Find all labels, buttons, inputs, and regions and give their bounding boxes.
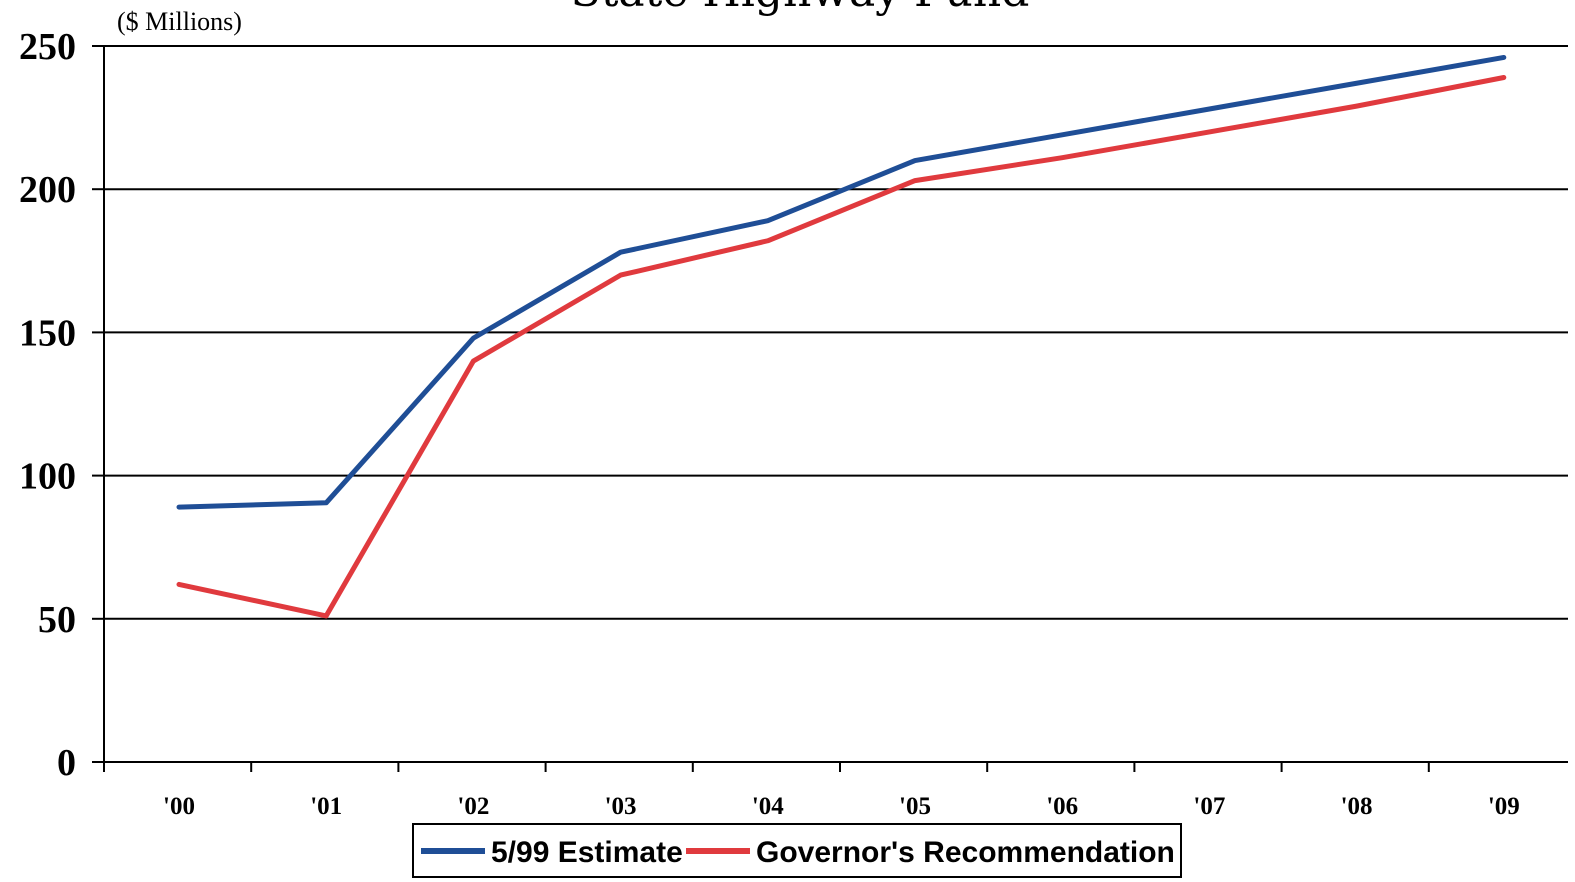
y-tick-label: 50 xyxy=(38,599,76,641)
x-tick-label: '06 xyxy=(1046,793,1078,820)
x-tick-label: '03 xyxy=(605,793,637,820)
series-lines xyxy=(176,54,1507,619)
chart-title: State Highway Fund xyxy=(571,0,1030,17)
y-tick-label: 100 xyxy=(19,456,76,498)
x-tick-label: '05 xyxy=(899,793,931,820)
x-tick-label: '00 xyxy=(163,793,195,820)
x-tick-labels: '00 '01 '02 '03 '04 '05 '06 '07 '08 '09 xyxy=(163,793,1520,820)
legend-label-governor: Governor's Recommendation xyxy=(756,836,1175,869)
y-tick-label: 200 xyxy=(19,169,76,211)
legend-label-estimate: 5/99 Estimate xyxy=(491,836,683,869)
y-tick-label: 150 xyxy=(19,312,76,354)
x-tick-label: '01 xyxy=(310,793,342,820)
x-tick-label: '02 xyxy=(457,793,489,820)
y-tick-label: 0 xyxy=(57,742,76,784)
legend-box xyxy=(412,823,1182,878)
grid-lines xyxy=(104,45,1568,620)
axes xyxy=(92,45,1568,772)
x-tick-label: '04 xyxy=(752,793,784,820)
x-tick-label: '09 xyxy=(1488,793,1520,820)
x-tick-label: '07 xyxy=(1193,793,1225,820)
legend: 5/99 Estimate Governor's Recommendation xyxy=(412,823,1182,878)
x-tick-label: '08 xyxy=(1341,793,1373,820)
y-tick-labels: 0 50 100 150 200 250 xyxy=(19,26,76,784)
series-line-1 xyxy=(176,75,1507,619)
y-axis-unit-label: ($ Millions) xyxy=(117,7,242,36)
y-tick-label: 250 xyxy=(19,26,76,68)
series-line-0 xyxy=(176,54,1507,510)
